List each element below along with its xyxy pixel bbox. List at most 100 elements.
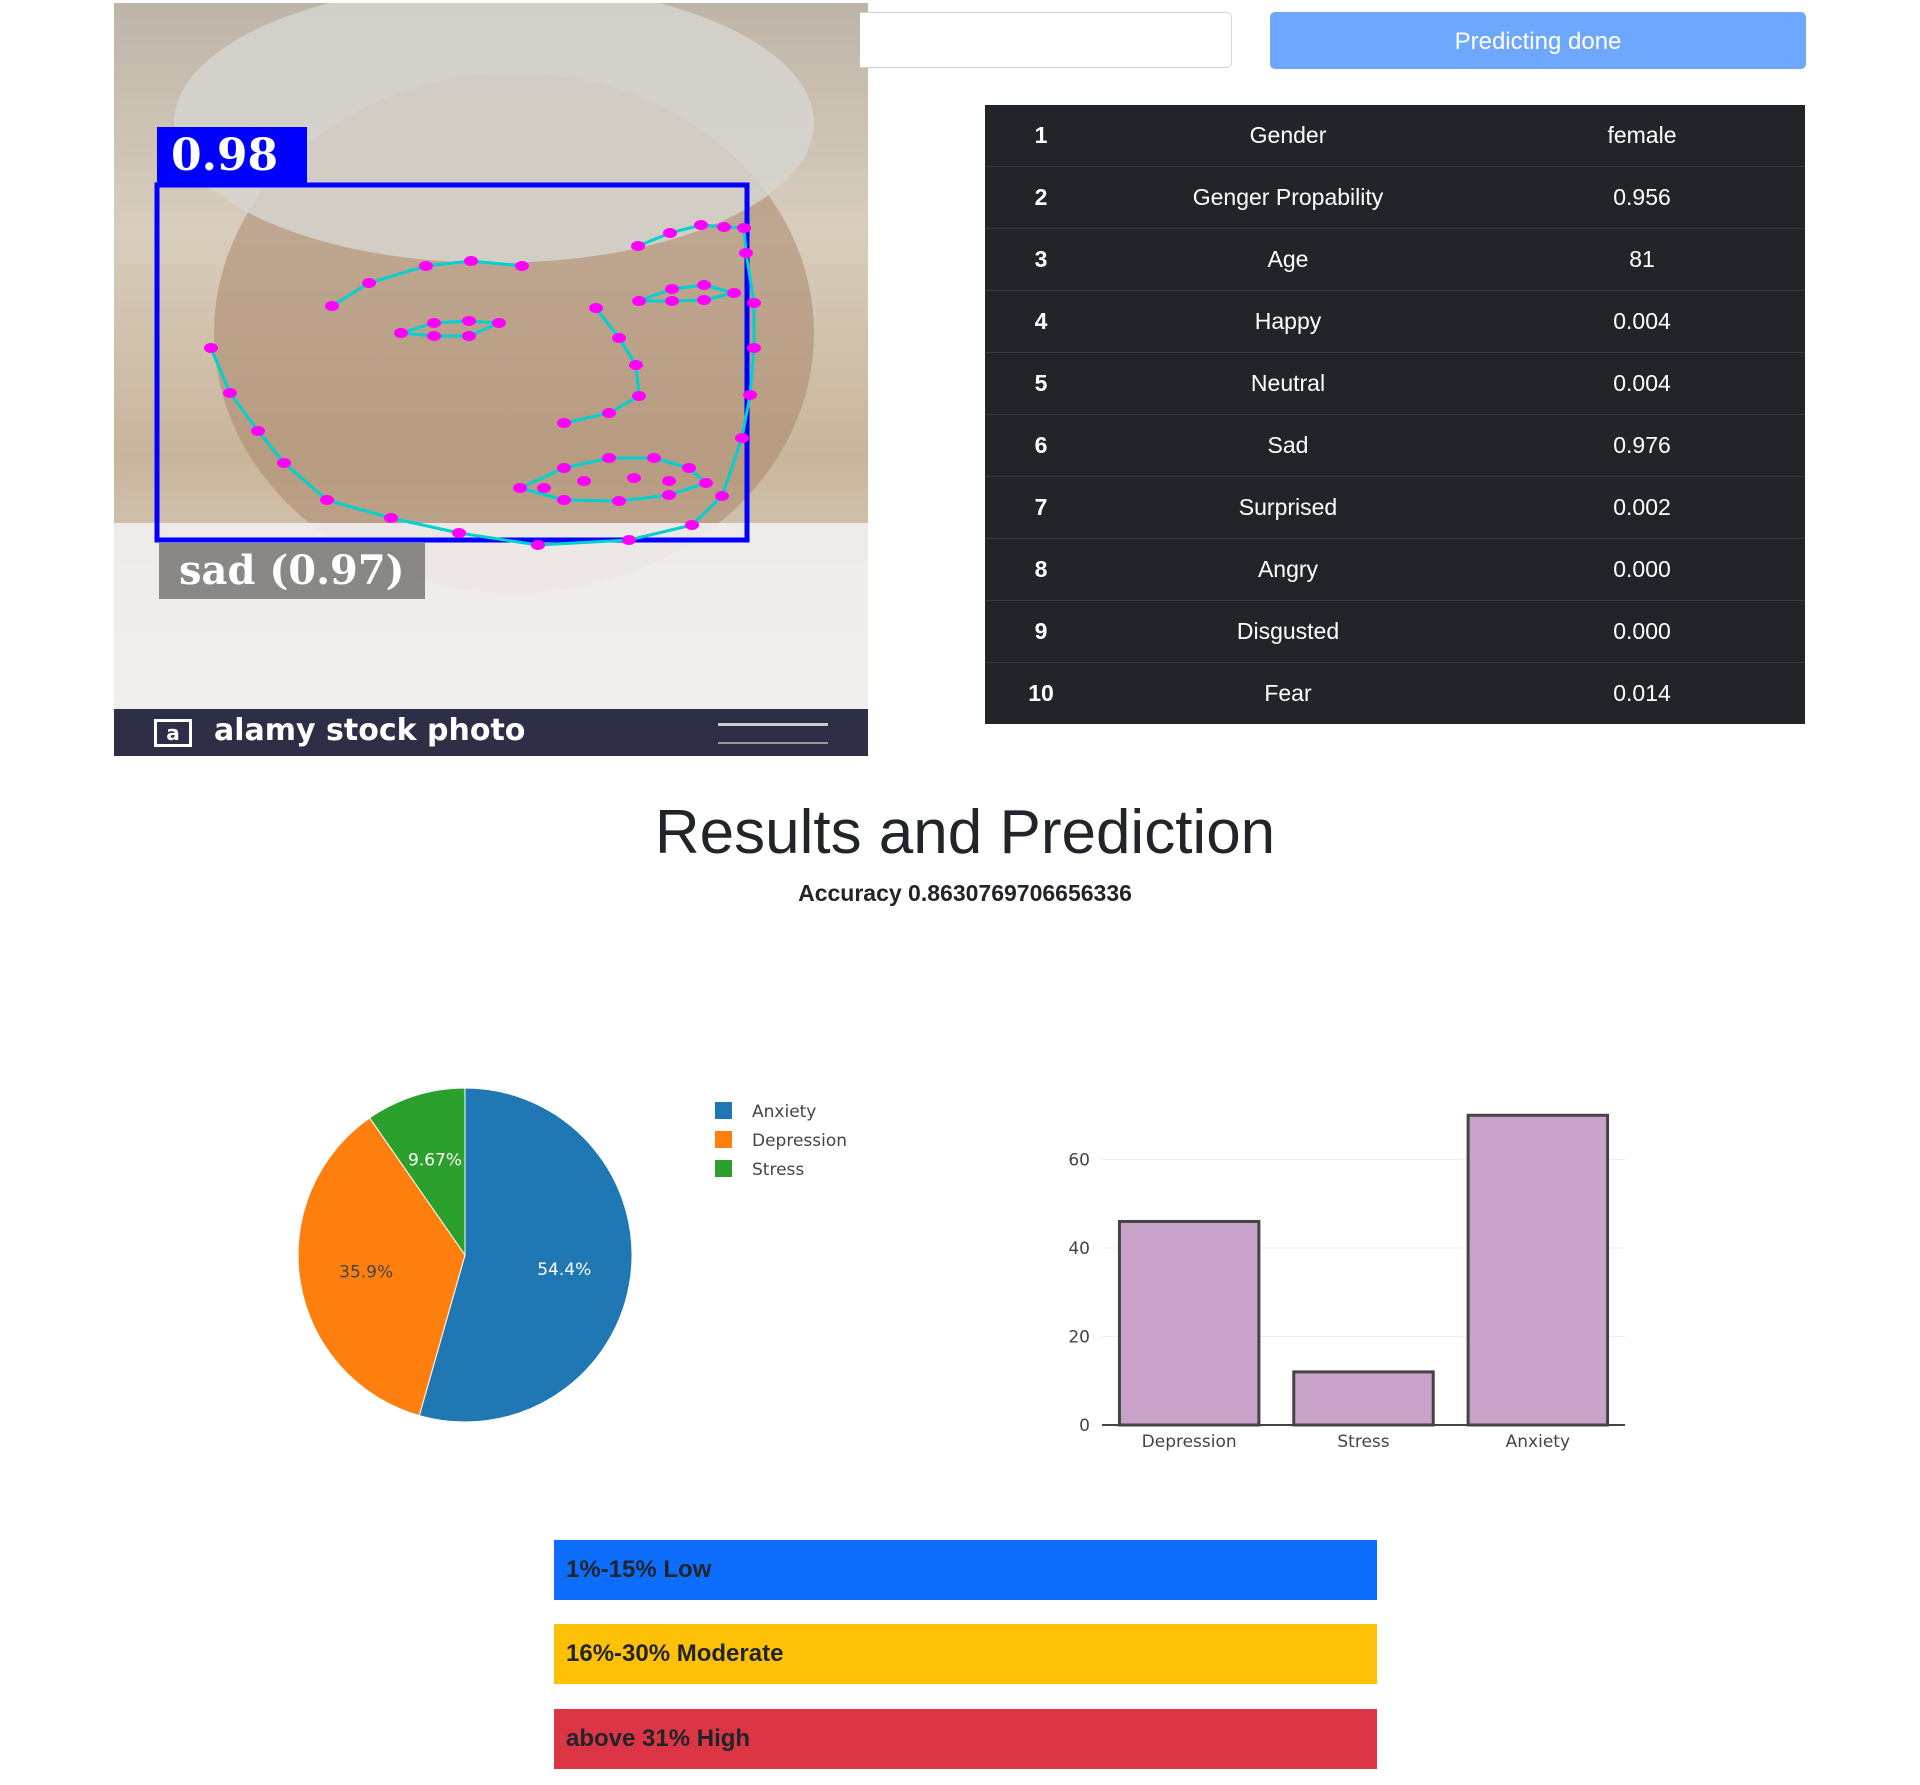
pie-slice-anxiety[interactable] (418, 1087, 633, 1423)
row-label-cell: Gender (1097, 105, 1479, 167)
landmark-point (427, 331, 441, 341)
y-tick-label: 0 (1079, 1416, 1090, 1436)
accuracy-text: Accuracy 0.8630769706656336 (798, 880, 1132, 906)
landmark-point (384, 513, 398, 523)
bar-depression[interactable] (1117, 1219, 1261, 1427)
pie-slice-label: 35.9% (339, 1262, 393, 1282)
landmark-point (577, 476, 591, 486)
bar-anxiety[interactable] (1466, 1113, 1610, 1427)
landmark-point (715, 491, 729, 501)
table-row: 8 Angry 0.000 (985, 538, 1805, 601)
landmark-point (223, 388, 237, 398)
landmark-point (747, 343, 761, 353)
landmark-point (747, 298, 761, 308)
pie-slice-label: 9.67% (408, 1150, 462, 1170)
landmark-point (739, 248, 753, 258)
landmark-point (662, 476, 676, 486)
landmark-point (537, 483, 551, 493)
row-value-cell: 0.004 (1479, 290, 1805, 353)
landmark-point (513, 483, 527, 493)
landmark-point (743, 390, 757, 400)
landmark-point (419, 261, 433, 271)
landmark-point (699, 478, 713, 488)
row-index-cell: 10 (1028, 680, 1054, 706)
landmark-point (320, 495, 334, 505)
row-label-cell: Happy (1097, 290, 1479, 353)
legend-swatch[interactable] (715, 1102, 732, 1119)
row-index-cell: 5 (985, 352, 1097, 415)
row-label-cell: Age (1097, 228, 1479, 291)
predict-button[interactable]: Predicting done (1270, 12, 1806, 69)
level-moderate-bar: 16%-30% Moderate (554, 1624, 1377, 1684)
landmark-point (632, 391, 646, 401)
row-index-cell: 4 (985, 290, 1097, 353)
bar-chart: 0 20 40 60 Depression Stress Anxiety (1068, 1113, 1625, 1452)
landmark-point (682, 463, 696, 473)
y-tick-label: 60 (1068, 1151, 1090, 1171)
row-value-cell: 0.002 (1479, 476, 1805, 539)
landmark-point (665, 296, 679, 306)
landmark-point (632, 296, 646, 306)
legend-swatch[interactable] (715, 1160, 732, 1177)
row-label-cell: Sad (1097, 414, 1479, 477)
legend-item-anxiety[interactable]: Anxiety (752, 1102, 816, 1122)
landmark-point (452, 528, 466, 538)
y-tick-label: 20 (1068, 1328, 1090, 1348)
landmark-point (735, 433, 749, 443)
watermark-text: alamy stock photo (214, 713, 526, 748)
file-input[interactable] (860, 12, 1232, 68)
row-index-cell: 6 (985, 414, 1097, 477)
pie-slice-label: 54.4% (537, 1260, 591, 1280)
landmark-point (627, 473, 641, 483)
legend-item-stress[interactable]: Stress (752, 1160, 804, 1180)
pie-slice-stress[interactable] (368, 1087, 466, 1257)
watermark-fine-print (718, 723, 828, 744)
landmark-point (697, 280, 711, 290)
x-tick-label: Anxiety (1506, 1432, 1570, 1452)
legend-item-depression[interactable]: Depression (752, 1131, 847, 1151)
table-row: 6 Sad 0.976 (985, 414, 1805, 477)
row-value-cell: 81 (1479, 228, 1805, 291)
row-label-cell: Fear (1264, 680, 1312, 706)
table-row: 3 Age 81 (985, 228, 1805, 291)
row-label-cell: Disgusted (1097, 600, 1479, 663)
legend-swatch[interactable] (715, 1131, 732, 1148)
detection-score-label: 0.98 (157, 127, 307, 185)
row-value-cell: 0.004 (1479, 352, 1805, 415)
landmark-point (622, 535, 636, 545)
row-index-cell: 7 (985, 476, 1097, 539)
landmark-point (665, 284, 679, 294)
emotion-label: sad (0.97) (159, 543, 425, 599)
row-value-cell: 0.000 (1479, 538, 1805, 601)
row-index-cell: 8 (985, 538, 1097, 601)
pie-slice-depression[interactable] (297, 1117, 466, 1417)
table-row: 5 Neutral 0.004 (985, 352, 1805, 415)
row-index-cell: 1 (985, 105, 1097, 167)
results-table: 1 Gender female 2 Genger Propability 0.956 3 Ag… (985, 105, 1805, 724)
row-value-cell: 0.000 (1479, 600, 1805, 663)
landmark-point (515, 261, 529, 271)
landmark-point (602, 453, 616, 463)
landmark-point (492, 318, 506, 328)
landmark-point (647, 453, 661, 463)
landmark-point (697, 295, 711, 305)
row-label-cell: Surprised (1097, 476, 1479, 539)
landmark-point (602, 408, 616, 418)
landmark-point (612, 333, 626, 343)
landmark-point (464, 256, 478, 266)
landmark-point (589, 303, 603, 313)
watermark-logo: a (154, 719, 192, 747)
row-label-cell: Angry (1097, 538, 1479, 601)
landmark-point (204, 343, 218, 353)
landmark-point (629, 360, 643, 370)
bar-stress[interactable] (1292, 1370, 1435, 1427)
watermark-bar: a alamy stock photo (114, 709, 868, 756)
row-value-cell: 0.956 (1479, 166, 1805, 229)
landmark-point (427, 318, 441, 328)
landmark-point (612, 496, 626, 506)
landmark-point (631, 241, 645, 251)
x-tick-label: Depression (1142, 1432, 1237, 1452)
landmark-point (557, 495, 571, 505)
landmark-point (531, 540, 545, 550)
row-value-cell: female (1479, 105, 1805, 167)
